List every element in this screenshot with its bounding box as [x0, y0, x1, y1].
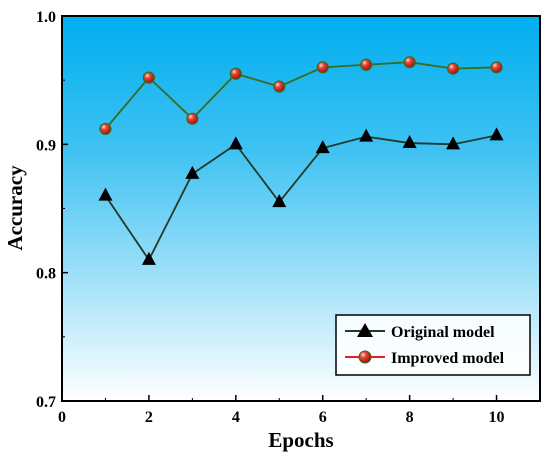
y-axis-title: Accuracy	[3, 165, 27, 251]
legend-marker-improved	[358, 350, 372, 364]
x-tick-label: 8	[406, 409, 414, 426]
original-model-point	[402, 135, 417, 149]
series-layer	[98, 56, 504, 265]
original-model-point	[98, 187, 113, 201]
original-model-point	[446, 136, 461, 150]
improved-model-point	[229, 67, 242, 80]
original-model-point	[228, 136, 243, 150]
improved-model-point	[186, 112, 199, 125]
x-tick-label: 6	[319, 409, 327, 426]
x-tick-label: 2	[145, 409, 153, 426]
legend-label-original: Original model	[391, 324, 495, 341]
legend-marker-original	[357, 323, 373, 337]
original-model-point	[185, 165, 200, 179]
y-tick-label: 1.0	[36, 9, 56, 26]
legend: Original model Improved model	[335, 314, 531, 376]
improved-model-point	[99, 122, 112, 136]
y-tick-label: 0.8	[36, 266, 56, 283]
x-tick-label: 10	[489, 409, 505, 426]
ticks-layer: 0 2 4 6 8 10 0.7 0.8 0.9 1.0	[36, 9, 505, 426]
y-tick-label: 0.9	[36, 137, 56, 154]
improved-model-point	[446, 62, 460, 75]
improved-model-line	[104, 61, 497, 130]
original-model-point	[141, 251, 156, 265]
legend-box	[335, 314, 531, 376]
original-model-point	[272, 194, 287, 208]
x-axis-title: Epochs	[268, 428, 333, 452]
improved-model-point	[316, 61, 329, 74]
improved-model-point	[490, 61, 503, 74]
improved-model-point	[360, 58, 373, 71]
legend-label-improved: Improved model	[391, 350, 505, 367]
original-model-line	[104, 134, 497, 262]
x-tick-label: 4	[232, 409, 240, 426]
improved-model-point	[403, 56, 416, 69]
original-model-point	[489, 127, 504, 141]
y-tick-label: 0.7	[36, 394, 56, 411]
original-model-point	[315, 140, 330, 154]
improved-model-point	[142, 71, 156, 84]
improved-model-point	[273, 80, 286, 93]
x-tick-label: 0	[58, 409, 66, 426]
original-model-point	[359, 128, 374, 142]
